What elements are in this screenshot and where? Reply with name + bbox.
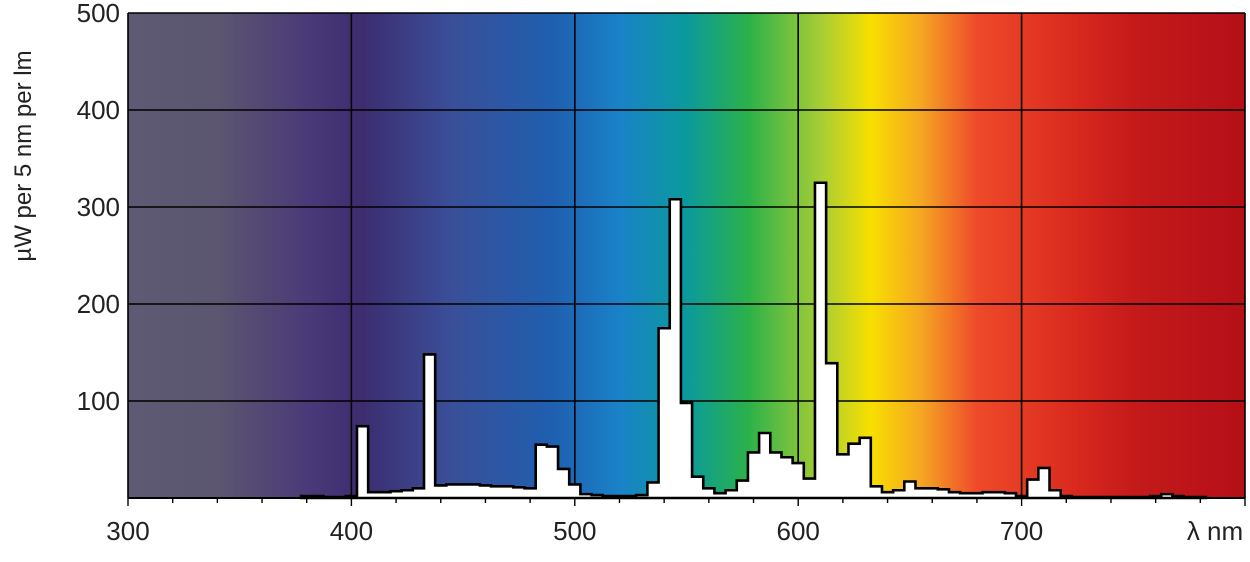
x-axis-label: λ nm <box>1187 516 1243 546</box>
spectrum-series-0 <box>299 181 1208 500</box>
y-axis-label: µW per 5 nm per lm <box>10 50 37 261</box>
y-tick-label-200: 200 <box>77 289 120 319</box>
axis-ticks <box>127 498 1246 506</box>
x-tick-label-600: 600 <box>777 516 820 546</box>
spectrum-area <box>299 181 1208 500</box>
y-tick-label-100: 100 <box>77 386 120 416</box>
x-tick-label-300: 300 <box>106 516 149 546</box>
x-tick-label-500: 500 <box>553 516 596 546</box>
tick-labels: 300 400 500 600 700 100 200 300 400 500 <box>77 0 1044 546</box>
y-tick-label-300: 300 <box>77 192 120 222</box>
grid-lines <box>128 13 1245 498</box>
y-tick-label-400: 400 <box>77 95 120 125</box>
plot-frame <box>127 12 1246 499</box>
x-tick-label-700: 700 <box>1000 516 1043 546</box>
x-tick-label-400: 400 <box>330 516 373 546</box>
y-tick-label-500: 500 <box>77 0 120 28</box>
